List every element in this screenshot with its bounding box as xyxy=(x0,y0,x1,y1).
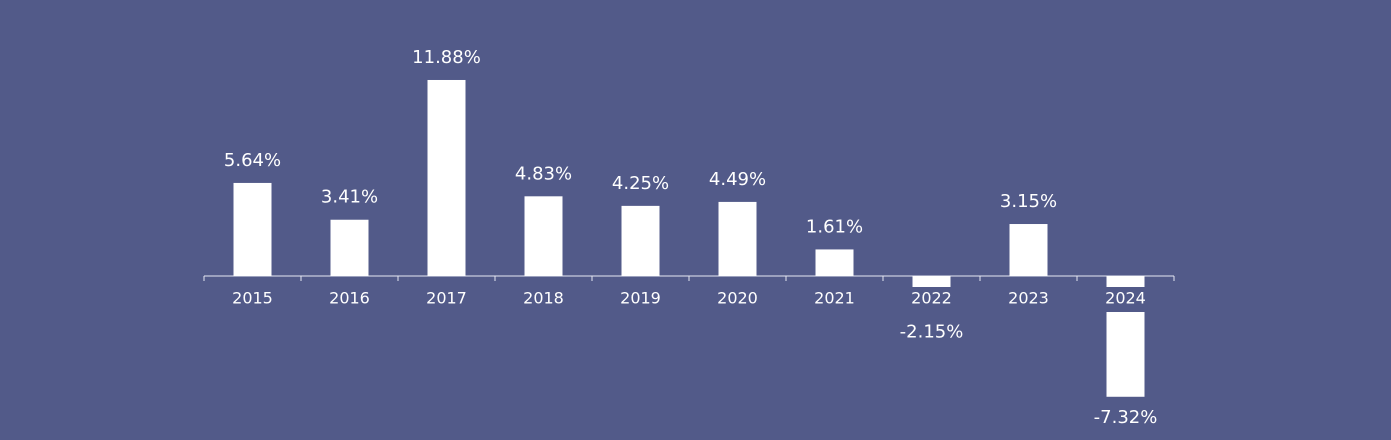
value-label: 5.64% xyxy=(224,150,281,171)
x-tick-label: 2016 xyxy=(329,289,370,308)
x-tick-label: 2019 xyxy=(620,289,661,308)
tick-label-background xyxy=(416,287,477,312)
x-tick-label: 2020 xyxy=(717,289,758,308)
value-label: -7.32% xyxy=(1094,407,1158,428)
value-label: -2.15% xyxy=(900,321,964,342)
value-label: 3.15% xyxy=(1000,191,1057,212)
value-label: 4.25% xyxy=(612,173,669,194)
x-tick-label: 2017 xyxy=(426,289,467,308)
tick-label-background xyxy=(319,287,380,312)
tick-label-background xyxy=(901,287,962,312)
tick-label-background xyxy=(610,287,671,312)
bar xyxy=(330,219,369,276)
tick-label-background xyxy=(513,287,574,312)
bar xyxy=(233,182,272,276)
x-tick-label: 2018 xyxy=(523,289,564,308)
value-label: 3.41% xyxy=(321,187,378,208)
x-tick-label: 2023 xyxy=(1008,289,1049,308)
x-tick-label: 2021 xyxy=(814,289,855,308)
tick-label-background xyxy=(1095,287,1156,312)
tick-label-background xyxy=(222,287,283,312)
bar xyxy=(815,249,854,276)
bar xyxy=(524,196,563,276)
tick-label-background xyxy=(707,287,768,312)
bar xyxy=(427,79,466,276)
value-label: 4.49% xyxy=(709,169,766,190)
value-label: 11.88% xyxy=(412,47,481,68)
x-tick-label: 2015 xyxy=(232,289,273,308)
x-tick-label: 2024 xyxy=(1105,289,1146,308)
value-label: 1.61% xyxy=(806,216,863,237)
value-label: 4.83% xyxy=(515,163,572,184)
bar xyxy=(718,201,757,276)
bar xyxy=(1009,224,1048,276)
x-tick-label: 2022 xyxy=(911,289,952,308)
tick-label-background xyxy=(998,287,1059,312)
bar xyxy=(621,205,660,276)
tick-label-background xyxy=(804,287,865,312)
